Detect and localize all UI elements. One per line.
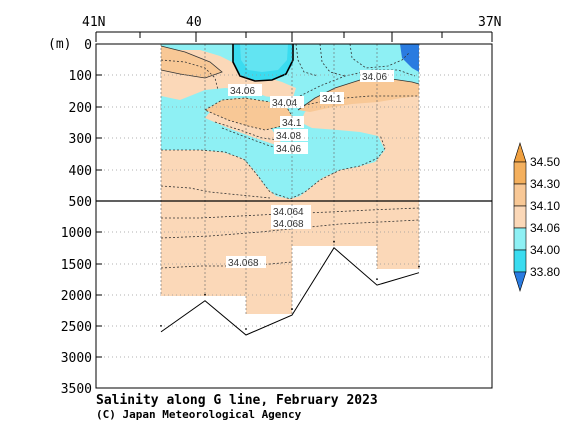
freshest-water-corner xyxy=(400,44,419,72)
colorbar-segment xyxy=(513,205,527,229)
seafloor-point xyxy=(418,265,420,268)
contour-label: 34.06 xyxy=(276,144,301,155)
seafloor-point xyxy=(160,325,162,327)
contour-line xyxy=(214,121,293,141)
colorbar-label: 34.50 xyxy=(530,155,560,169)
y-tick-label: 2500 xyxy=(61,320,92,335)
seafloor-point xyxy=(376,278,378,281)
contour-line xyxy=(160,185,271,199)
colorbar-top-arrow xyxy=(513,142,527,163)
contour-line xyxy=(160,45,223,79)
contour-line xyxy=(232,44,294,82)
y-axis-ticks xyxy=(96,43,102,358)
y-tick-label: 3000 xyxy=(61,351,92,366)
deep-water-fill xyxy=(161,201,419,314)
y-tick-label: 0 xyxy=(84,38,92,53)
contour-label: 34.068 xyxy=(273,219,304,230)
colorbar-label: 34.06 xyxy=(530,221,560,235)
colorbar-label: 33.80 xyxy=(530,265,560,279)
surface-core-inner xyxy=(240,44,288,72)
salinity-fill-layer xyxy=(161,44,419,314)
contour-label: 34.06 xyxy=(230,86,255,97)
contour-label-layer: 34.06 34.04 34.1 34.08 34.06 34.06 34.1 … xyxy=(226,70,394,269)
contour-line xyxy=(299,95,419,107)
chart-credit: (C) Japan Meteorological Agency xyxy=(96,408,302,421)
contour-label: 34.1 xyxy=(282,118,302,129)
y-unit-label: (m) xyxy=(48,37,71,52)
colorbar-label: 34.00 xyxy=(530,243,560,257)
y-tick-label: 2000 xyxy=(61,289,92,304)
colorbar-segment xyxy=(513,161,527,185)
contour-label: 34.064 xyxy=(273,207,304,218)
seafloor-points xyxy=(160,240,420,330)
contour-line xyxy=(160,261,293,269)
y-tick-label: 1000 xyxy=(61,226,92,241)
contour-line xyxy=(319,43,346,77)
colorbar-segment xyxy=(513,183,527,207)
y-tick-label: 400 xyxy=(69,164,92,179)
y-tick-label: 100 xyxy=(69,69,92,84)
contour-label: 34.068 xyxy=(228,258,259,269)
contour-line xyxy=(295,43,319,77)
contour-line xyxy=(299,69,416,97)
seafloor-point xyxy=(245,328,247,330)
chart-title: Salinity along G line, February 2023 xyxy=(96,393,378,408)
contour-label: 34.08 xyxy=(276,131,301,142)
surface-salty-left xyxy=(161,46,222,78)
station-lines xyxy=(160,44,420,314)
plot-frame xyxy=(95,43,493,389)
contour-label: 34.06 xyxy=(362,72,387,83)
contour-line xyxy=(160,219,420,239)
colorbar-segment xyxy=(513,227,527,251)
colorbar-label: 34.30 xyxy=(530,177,560,191)
x-tick-label: 37N xyxy=(478,15,501,30)
y-tick-label: 500 xyxy=(69,195,92,210)
seafloor-point xyxy=(291,308,293,310)
colorbar: 34.50 34.30 34.10 34.06 34.00 33.80 xyxy=(513,142,560,292)
seafloor-point xyxy=(333,240,335,243)
y-tick-label: 3500 xyxy=(61,382,92,397)
contour-label: 34.04 xyxy=(272,98,297,109)
top-axis-ticks xyxy=(95,32,493,42)
contour-line xyxy=(161,207,420,219)
y-tick-label: 1500 xyxy=(61,258,92,273)
colorbar-segment xyxy=(513,249,527,273)
seafloor-profile-line xyxy=(160,247,420,336)
contour-label: 34.1 xyxy=(322,94,342,105)
x-tick-label: 40 xyxy=(186,15,202,30)
x-tick-label: 41N xyxy=(82,15,105,30)
colorbar-label: 34.10 xyxy=(530,199,560,213)
y-tick-label: 300 xyxy=(69,132,92,147)
seafloor-point xyxy=(204,293,206,296)
colorbar-bottom-arrow xyxy=(513,271,527,292)
y-tick-label: 200 xyxy=(69,101,92,116)
